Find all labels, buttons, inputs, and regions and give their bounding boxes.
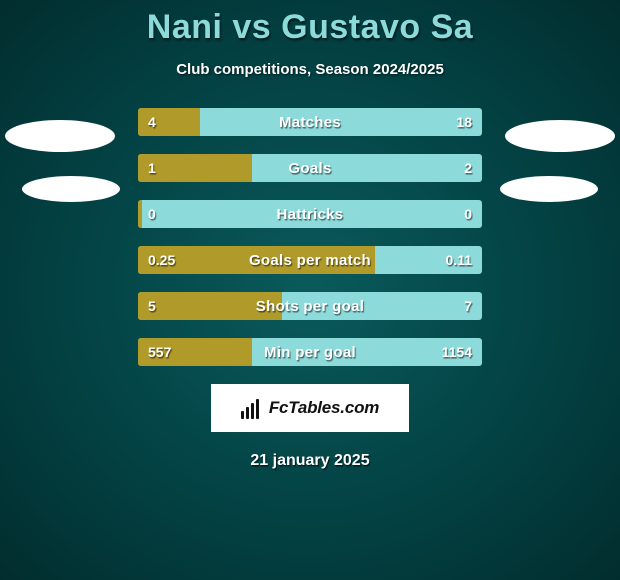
stat-row: 0.250.11Goals per match: [138, 246, 482, 274]
stat-row: 12Goals: [138, 154, 482, 182]
stat-label: Goals per match: [138, 246, 482, 274]
stat-label: Min per goal: [138, 338, 482, 366]
stat-row: 418Matches: [138, 108, 482, 136]
player-right-logo-small: [500, 176, 598, 202]
stat-label: Goals: [138, 154, 482, 182]
page-title: Nani vs Gustavo Sa: [0, 0, 620, 47]
bar-chart-icon: [241, 397, 263, 419]
player-left-logo-large: [5, 120, 115, 152]
player-left-logo-small: [22, 176, 120, 202]
date-label: 21 january 2025: [0, 452, 620, 470]
footer-logo: FcTables.com: [211, 384, 409, 432]
footer-logo-text: FcTables.com: [269, 398, 379, 418]
player-right-logo-large: [505, 120, 615, 152]
stat-row: 5571154Min per goal: [138, 338, 482, 366]
comparison-bars: 418Matches 12Goals 00Hattricks 0.250.11Goal…: [138, 108, 482, 366]
subtitle: Club competitions, Season 2024/2025: [0, 61, 620, 78]
stat-label: Shots per goal: [138, 292, 482, 320]
stat-row: 00Hattricks: [138, 200, 482, 228]
stat-label: Hattricks: [138, 200, 482, 228]
stat-label: Matches: [138, 108, 482, 136]
stat-row: 57Shots per goal: [138, 292, 482, 320]
